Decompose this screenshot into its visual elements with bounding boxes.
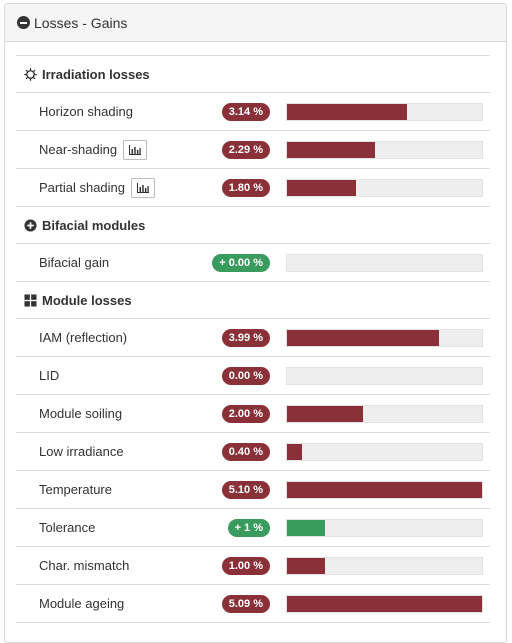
value-badge: 5.09 % <box>221 594 270 613</box>
value-badge: + 0.00 % <box>212 253 270 272</box>
row-label: IAM (reflection) <box>39 330 128 345</box>
grid-icon <box>24 293 37 307</box>
row-label: Char. mismatch <box>39 558 130 573</box>
divider <box>16 622 490 623</box>
value-badge: 5.10 % <box>221 480 270 499</box>
loss-row-near-shading: Near-shading 2.29 % <box>16 130 490 168</box>
progress-fill <box>287 179 356 196</box>
progress-bar <box>286 442 483 461</box>
row-label: Temperature <box>39 482 112 497</box>
progress-fill <box>287 557 326 574</box>
progress-fill <box>287 595 482 612</box>
progress-bar <box>286 594 483 613</box>
loss-row-low-irradiance: Low irradiance 0.40 % <box>16 432 490 470</box>
sun-outline-icon <box>24 67 37 81</box>
section-module-losses: Module losses <box>16 281 490 318</box>
value-badge: 0.40 % <box>221 442 270 461</box>
progress-bar <box>286 178 483 197</box>
progress-fill <box>287 103 408 120</box>
loss-row-temperature: Temperature 5.10 % <box>16 470 490 508</box>
bar-chart-icon <box>129 144 142 155</box>
progress-fill <box>287 329 440 346</box>
loss-row-partial-shading: Partial shading 1.80 % <box>16 168 490 206</box>
section-title: Module losses <box>42 292 132 308</box>
row-label: Tolerance <box>39 520 96 535</box>
section-title: Irradiation losses <box>42 66 150 82</box>
partial-shading-chart-button[interactable] <box>131 177 155 198</box>
progress-bar <box>286 253 483 272</box>
plus-circle-icon <box>24 218 37 232</box>
progress-bar <box>286 328 483 347</box>
progress-bar <box>286 366 483 385</box>
value-badge: 3.14 % <box>221 102 270 121</box>
value-badge: 1.00 % <box>221 556 270 575</box>
value-badge: 3.99 % <box>221 328 270 347</box>
progress-fill <box>287 519 326 536</box>
row-label: Module ageing <box>39 596 125 611</box>
near-shading-chart-button[interactable] <box>123 139 148 160</box>
section-bifacial-modules: Bifacial modules <box>16 206 490 243</box>
loss-row-module-soiling: Module soiling 2.00 % <box>16 394 490 432</box>
section-irradiation-losses: Irradiation losses <box>16 55 490 92</box>
loss-row-iam-reflection: IAM (reflection) 3.99 % <box>16 318 490 356</box>
progress-fill <box>287 481 482 498</box>
row-label: LID <box>39 368 60 383</box>
gain-row-tolerance: Tolerance + 1 % <box>16 508 490 546</box>
progress-bar <box>286 140 483 159</box>
loss-row-char-mismatch: Char. mismatch 1.00 % <box>16 546 490 584</box>
progress-bar <box>286 404 483 423</box>
progress-bar <box>286 102 483 121</box>
panel-header[interactable]: Losses - Gains <box>5 4 506 42</box>
value-badge: 2.29 % <box>221 140 270 159</box>
loss-row-module-ageing: Module ageing 5.09 % <box>16 584 490 622</box>
progress-bar <box>286 518 483 537</box>
row-label: Near-shading <box>39 142 118 157</box>
panel-title: Losses - Gains <box>34 14 128 31</box>
progress-fill <box>287 405 364 422</box>
minus-circle-icon[interactable] <box>17 16 30 29</box>
row-label: Module soiling <box>39 406 123 421</box>
progress-bar <box>286 480 483 499</box>
progress-bar <box>286 556 483 575</box>
bar-chart-icon <box>137 182 149 193</box>
value-badge: 0.00 % <box>221 366 270 385</box>
loss-row-lid: LID 0.00 % <box>16 356 490 394</box>
row-label: Bifacial gain <box>39 255 110 270</box>
value-badge: 2.00 % <box>221 404 270 423</box>
value-badge: 1.80 % <box>221 178 270 197</box>
progress-fill <box>287 141 375 158</box>
row-label: Low irradiance <box>39 444 124 459</box>
gain-row-bifacial-gain: Bifacial gain + 0.00 % <box>16 243 490 281</box>
section-title: Bifacial modules <box>42 217 146 233</box>
losses-content: Irradiation losses Horizon shading 3.14 … <box>16 55 490 623</box>
progress-fill <box>287 443 303 460</box>
row-label: Partial shading <box>39 180 125 195</box>
row-label: Horizon shading <box>39 104 133 119</box>
value-badge: + 1 % <box>227 518 270 537</box>
loss-row-horizon-shading: Horizon shading 3.14 % <box>16 92 490 130</box>
